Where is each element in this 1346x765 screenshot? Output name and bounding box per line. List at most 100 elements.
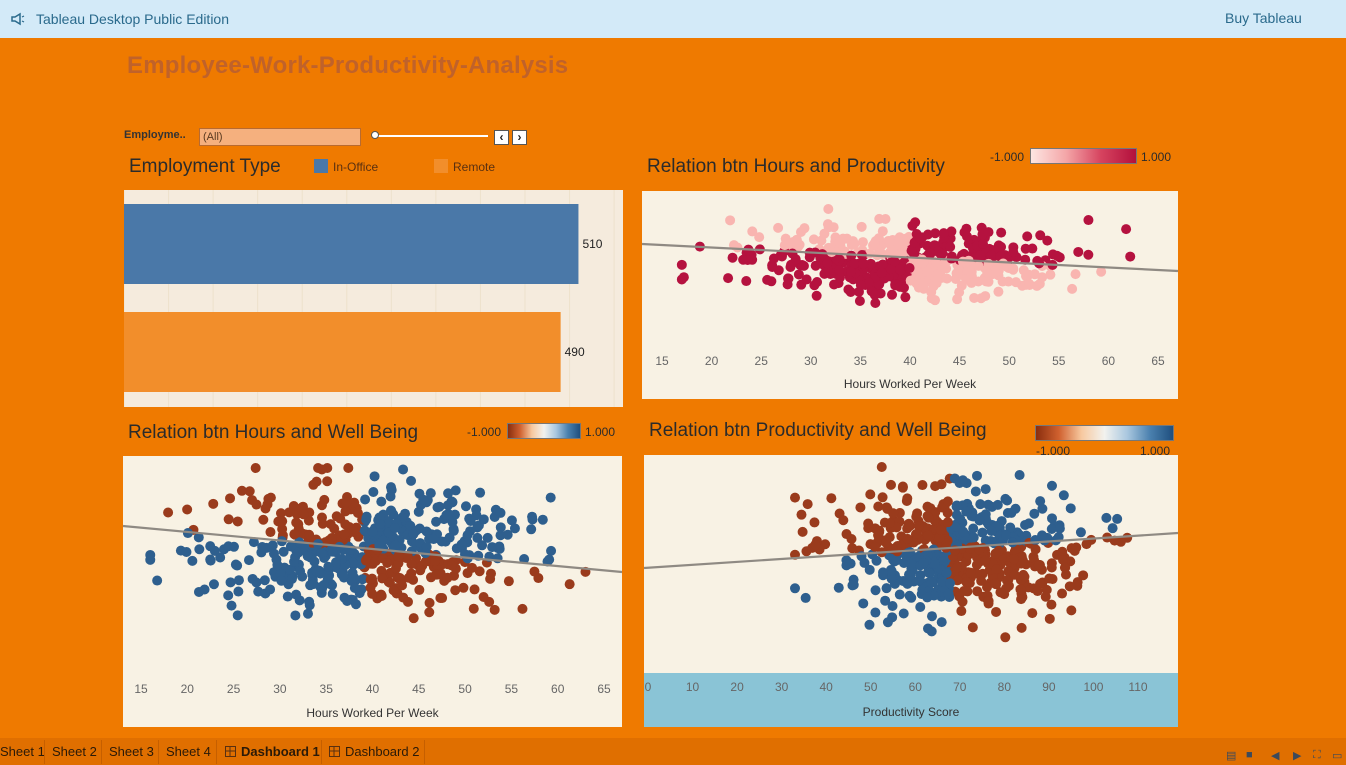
data-point[interactable] (1005, 522, 1016, 533)
sheet-sorter-icon[interactable]: ▤ (1226, 750, 1237, 762)
data-point[interactable] (894, 281, 905, 292)
data-point[interactable] (1066, 605, 1077, 616)
data-point[interactable] (424, 607, 435, 618)
data-point[interactable] (360, 555, 371, 566)
data-point[interactable] (431, 516, 442, 527)
legend-swatch-in-office[interactable] (314, 159, 328, 173)
employment-filter-input[interactable]: (All) (199, 128, 361, 146)
data-point[interactable] (265, 527, 276, 538)
data-point[interactable] (906, 245, 917, 256)
data-point[interactable] (349, 497, 360, 508)
data-point[interactable] (267, 540, 278, 551)
data-point[interactable] (945, 241, 956, 252)
data-point[interactable] (887, 601, 898, 612)
data-point[interactable] (323, 561, 334, 572)
data-point[interactable] (533, 573, 544, 584)
data-point[interactable] (977, 527, 988, 538)
data-point[interactable] (1064, 581, 1075, 592)
data-point[interactable] (876, 267, 887, 278)
data-point[interactable] (905, 275, 916, 286)
data-point[interactable] (393, 551, 404, 562)
data-point[interactable] (181, 547, 192, 558)
pw-color-legend[interactable] (1035, 425, 1174, 441)
data-point[interactable] (961, 577, 972, 588)
data-point[interactable] (1046, 562, 1057, 573)
data-point[interactable] (930, 481, 941, 492)
data-point[interactable] (847, 543, 858, 554)
data-point[interactable] (226, 600, 237, 611)
data-point[interactable] (913, 521, 924, 532)
data-point[interactable] (434, 501, 445, 512)
data-point[interactable] (957, 256, 968, 267)
data-point[interactable] (308, 579, 319, 590)
data-point[interactable] (441, 510, 452, 521)
data-point[interactable] (1035, 496, 1046, 507)
data-point[interactable] (367, 573, 378, 584)
data-point[interactable] (905, 570, 916, 581)
data-point[interactable] (783, 273, 794, 284)
data-point[interactable] (723, 273, 734, 284)
data-point[interactable] (995, 587, 1006, 598)
data-point[interactable] (290, 610, 301, 621)
data-point[interactable] (285, 564, 296, 575)
data-point[interactable] (980, 276, 991, 287)
data-point[interactable] (1022, 231, 1033, 242)
data-point[interactable] (865, 258, 876, 269)
data-point[interactable] (838, 515, 849, 526)
data-point[interactable] (855, 280, 866, 291)
data-point[interactable] (887, 289, 898, 300)
data-point[interactable] (1075, 527, 1086, 538)
data-point[interactable] (477, 540, 488, 551)
data-point[interactable] (225, 577, 236, 588)
data-point[interactable] (884, 237, 895, 248)
data-point[interactable] (877, 259, 888, 270)
data-point[interactable] (450, 585, 461, 596)
data-point[interactable] (418, 494, 429, 505)
data-point[interactable] (1033, 559, 1044, 570)
data-point[interactable] (304, 596, 315, 607)
data-point[interactable] (950, 521, 961, 532)
data-point[interactable] (876, 462, 887, 472)
data-point[interactable] (891, 555, 902, 566)
data-point[interactable] (957, 475, 968, 486)
data-point[interactable] (823, 204, 834, 214)
data-point[interactable] (282, 591, 293, 602)
data-point[interactable] (802, 499, 813, 510)
data-point[interactable] (997, 276, 1008, 287)
data-point[interactable] (208, 579, 219, 590)
data-point[interactable] (870, 607, 881, 618)
data-point[interactable] (974, 515, 985, 526)
data-point[interactable] (298, 509, 309, 520)
data-point[interactable] (900, 292, 911, 303)
data-point[interactable] (376, 590, 387, 601)
data-point[interactable] (302, 608, 313, 619)
data-point[interactable] (924, 568, 935, 579)
data-point[interactable] (937, 576, 948, 587)
data-point[interactable] (494, 541, 505, 552)
data-point[interactable] (340, 506, 351, 517)
data-point[interactable] (904, 590, 915, 601)
data-point[interactable] (244, 486, 255, 497)
data-point[interactable] (375, 519, 386, 530)
data-point[interactable] (193, 586, 204, 597)
data-point[interactable] (457, 539, 468, 550)
data-point[interactable] (194, 544, 205, 555)
data-point[interactable] (952, 294, 963, 305)
data-point[interactable] (316, 548, 327, 559)
data-point[interactable] (922, 229, 933, 240)
data-point[interactable] (936, 249, 947, 260)
data-point[interactable] (232, 516, 243, 527)
data-point[interactable] (350, 599, 361, 610)
data-point[interactable] (936, 617, 947, 628)
data-point[interactable] (415, 565, 426, 576)
data-point[interactable] (1035, 230, 1046, 241)
data-point[interactable] (495, 507, 506, 518)
data-point[interactable] (223, 514, 234, 525)
trend-line[interactable] (122, 524, 623, 574)
data-point[interactable] (1073, 246, 1084, 257)
data-point[interactable] (941, 263, 952, 274)
data-point[interactable] (288, 500, 299, 511)
data-point[interactable] (1046, 480, 1057, 491)
data-point[interactable] (864, 619, 875, 630)
data-point[interactable] (935, 525, 946, 536)
